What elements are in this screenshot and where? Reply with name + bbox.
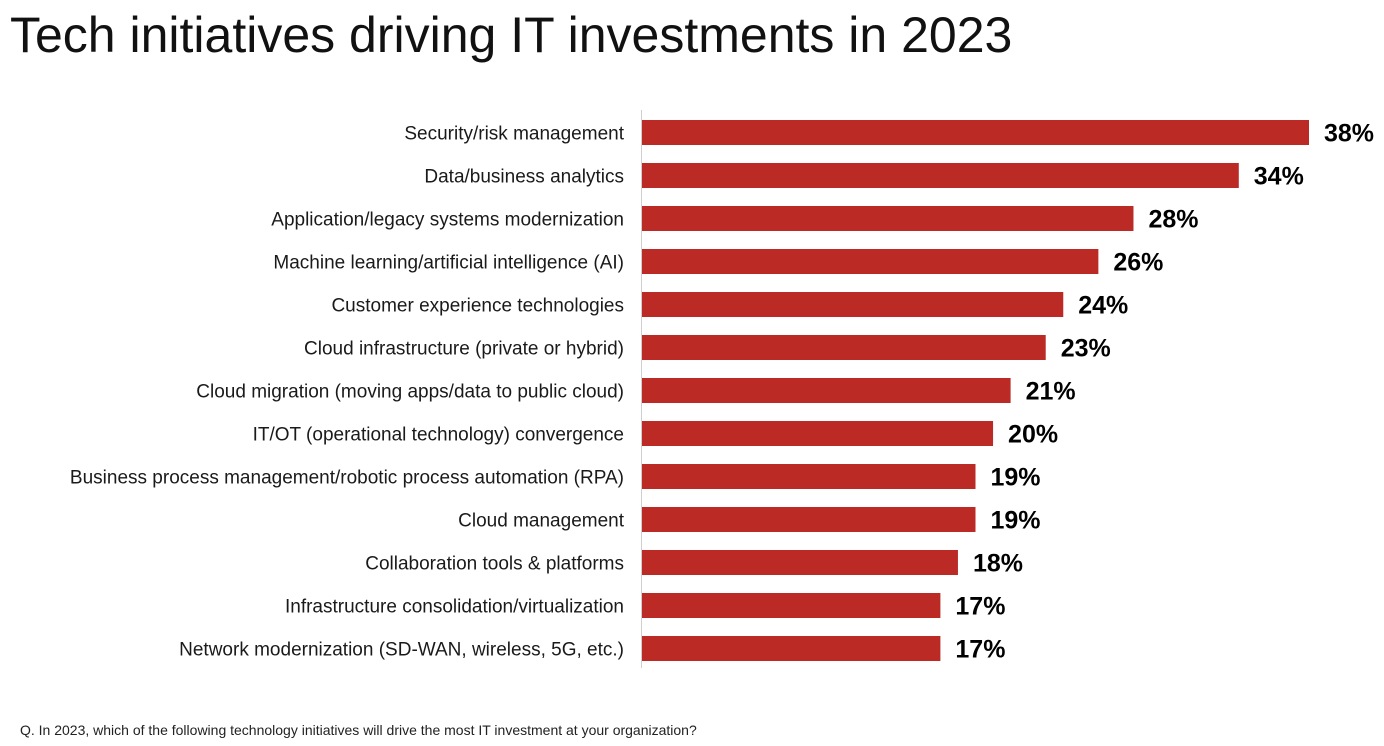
category-label: Security/risk management xyxy=(404,124,624,145)
value-label: 26% xyxy=(1113,249,1163,277)
bar xyxy=(642,636,941,661)
bar xyxy=(642,421,994,446)
value-label: 19% xyxy=(991,464,1041,492)
category-label: Cloud migration (moving apps/data to pub… xyxy=(196,382,624,403)
bar xyxy=(642,163,1239,188)
category-label: Data/business analytics xyxy=(424,167,624,188)
category-label: Application/legacy systems modernization xyxy=(271,210,624,231)
category-label: Collaboration tools & platforms xyxy=(365,554,624,575)
page-title: Tech initiatives driving IT investments … xyxy=(10,7,1013,63)
category-label: Machine learning/artificial intelligence… xyxy=(273,253,624,274)
value-label: 34% xyxy=(1254,163,1304,191)
value-label: 38% xyxy=(1324,120,1374,148)
category-label: Cloud management xyxy=(458,511,625,532)
bar xyxy=(642,206,1134,231)
value-label: 28% xyxy=(1148,206,1198,234)
value-label: 18% xyxy=(973,550,1023,578)
value-label: 17% xyxy=(955,636,1005,664)
category-label: IT/OT (operational technology) convergen… xyxy=(253,425,624,446)
value-label: 19% xyxy=(991,507,1041,535)
bar xyxy=(642,507,976,532)
bar xyxy=(642,120,1309,145)
bar xyxy=(642,292,1064,317)
category-label: Business process management/robotic proc… xyxy=(70,468,624,489)
category-label: Customer experience technologies xyxy=(331,296,624,317)
value-label: 21% xyxy=(1026,378,1076,406)
bar xyxy=(642,249,1099,274)
value-label: 24% xyxy=(1078,292,1128,320)
bar xyxy=(642,335,1046,360)
category-label: Cloud infrastructure (private or hybrid) xyxy=(304,339,624,360)
bar xyxy=(642,550,958,575)
value-label: 23% xyxy=(1061,335,1111,363)
bar xyxy=(642,593,941,618)
survey-question-footnote: Q. In 2023, which of the following techn… xyxy=(20,722,697,738)
bar xyxy=(642,464,976,489)
category-label: Infrastructure consolidation/virtualizat… xyxy=(285,597,624,618)
value-label: 20% xyxy=(1008,421,1058,449)
category-label: Network modernization (SD-WAN, wireless,… xyxy=(179,640,624,661)
bars-group: Security/risk management 38% Data/business… xyxy=(70,120,1374,664)
bar xyxy=(642,378,1011,403)
value-label: 17% xyxy=(955,593,1005,621)
